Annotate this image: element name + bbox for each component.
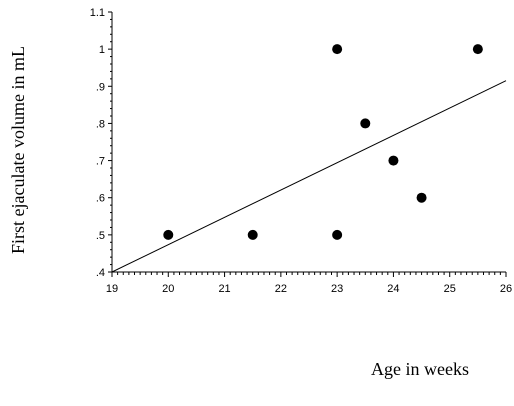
x-tick-label: 19 <box>106 283 118 295</box>
y-tick-label: 1 <box>99 44 105 56</box>
y-tick-label: 1.1 <box>90 7 105 19</box>
x-axis: 19 20 21 22 23 24 25 26 <box>106 271 512 295</box>
y-tick-label: .5 <box>96 230 105 242</box>
data-points <box>163 44 483 240</box>
regression-line <box>111 80 507 273</box>
data-point <box>416 192 427 203</box>
y-axis-title: First ejaculate volume in mL <box>8 46 28 254</box>
data-point <box>332 44 343 55</box>
x-tick-label: 25 <box>444 283 456 295</box>
x-tick-label: 21 <box>218 283 230 295</box>
data-point <box>360 118 371 129</box>
trendline <box>111 80 507 273</box>
x-axis-title: Age in weeks <box>371 359 469 379</box>
data-point <box>388 155 399 166</box>
x-tick-label: 22 <box>275 283 287 295</box>
data-point <box>163 229 174 240</box>
data-point <box>332 229 343 240</box>
x-tick-label: 20 <box>162 283 174 295</box>
x-tick-label: 24 <box>387 283 399 295</box>
x-tick-label: 26 <box>500 283 512 295</box>
y-tick-label: .6 <box>96 193 105 205</box>
y-tick-label: .7 <box>96 156 105 168</box>
y-tick-label: .4 <box>96 267 105 279</box>
y-tick-label: .8 <box>96 118 105 130</box>
data-point <box>472 44 483 55</box>
x-tick-label: 23 <box>331 283 343 295</box>
y-axis: .4 .5 .6 .7 .8 .9 1 1.1 <box>90 7 113 279</box>
data-point <box>247 229 258 240</box>
y-tick-label: .9 <box>96 81 105 93</box>
